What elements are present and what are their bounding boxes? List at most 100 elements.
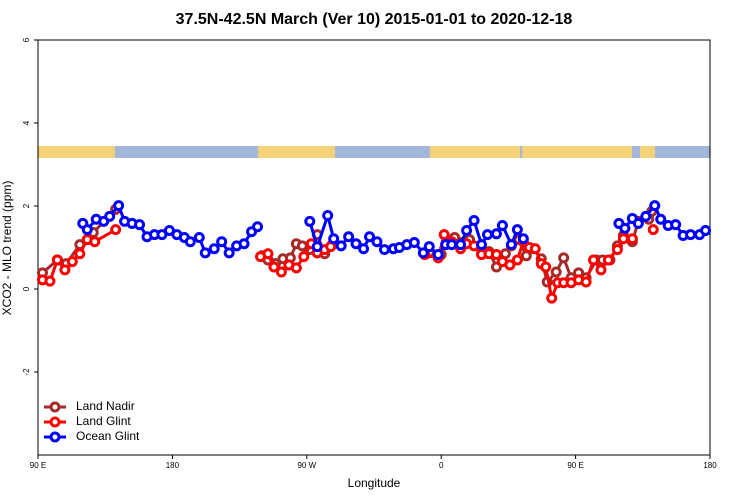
y-tick-label: 4 <box>22 120 31 125</box>
data-point <box>670 219 682 231</box>
data-point <box>580 276 592 288</box>
data-point <box>546 292 558 304</box>
data-point <box>504 259 516 271</box>
data-point <box>59 264 71 276</box>
data-point <box>238 238 250 250</box>
data-point <box>490 228 502 240</box>
data-point <box>550 266 562 278</box>
data-point <box>700 224 712 236</box>
data-point <box>558 252 570 264</box>
data-point <box>490 249 502 261</box>
data-point <box>619 222 631 234</box>
data-point <box>417 247 429 259</box>
data-point <box>655 213 667 225</box>
data-point <box>350 238 362 250</box>
data-point <box>328 233 340 245</box>
data-point <box>223 247 235 259</box>
data-point <box>74 248 86 260</box>
data-point <box>617 233 629 245</box>
data-point <box>113 200 125 212</box>
data-point <box>193 232 205 244</box>
data-point <box>298 251 310 263</box>
data-point <box>134 219 146 231</box>
data-point <box>446 239 458 251</box>
x-tick-label: 90 E <box>567 461 583 470</box>
data-point <box>322 210 334 222</box>
legend-label: Land Glint <box>76 414 131 428</box>
data-point <box>588 254 600 266</box>
map-strip <box>38 146 710 158</box>
data-point <box>184 236 196 248</box>
data-point <box>262 248 274 260</box>
data-point <box>455 239 467 251</box>
data-point <box>432 249 444 261</box>
data-point <box>423 241 435 253</box>
data-point <box>540 261 552 273</box>
y-axis-label: XCO2 - MLO trend (ppm) <box>0 181 14 316</box>
data-point <box>51 254 63 266</box>
x-axis-label: Longitude <box>348 476 401 490</box>
data-point <box>408 237 420 249</box>
data-point <box>290 262 302 274</box>
y-tick-label: 6 <box>22 37 31 42</box>
data-point <box>481 229 493 241</box>
data-point <box>216 236 228 248</box>
chart-title: 37.5N-42.5N March (Ver 10) 2015-01-01 to… <box>176 11 573 28</box>
data-point <box>649 200 661 212</box>
data-point <box>520 250 532 262</box>
data-point <box>81 224 93 236</box>
x-tick-label: 180 <box>166 461 180 470</box>
legend-marker <box>49 416 61 428</box>
data-point <box>529 243 541 255</box>
data-point <box>468 215 480 227</box>
data-point <box>496 220 508 232</box>
data-point <box>343 231 355 243</box>
legend-label: Ocean Glint <box>76 429 140 443</box>
data-point <box>311 241 323 253</box>
data-point <box>511 224 523 236</box>
data-point <box>461 224 473 236</box>
data-point <box>358 243 370 255</box>
y-tick-label: 2 <box>22 203 31 208</box>
x-tick-label: 90 E <box>30 461 46 470</box>
data-point <box>89 236 101 248</box>
data-point <box>44 275 56 287</box>
data-point <box>626 233 638 245</box>
data-point <box>640 210 652 222</box>
y-tick-label: 0 <box>22 286 31 291</box>
data-point <box>335 240 347 252</box>
legend-label: Land Nadir <box>76 399 135 413</box>
data-point <box>364 231 376 243</box>
x-tick-label: 0 <box>439 461 444 470</box>
plot-frame <box>37 39 711 456</box>
data-point <box>602 254 614 266</box>
data-point <box>252 221 264 233</box>
x-tick-label: 90 W <box>297 461 316 470</box>
data-point <box>304 215 316 227</box>
x-tick-label: 180 <box>703 461 717 470</box>
data-point <box>66 256 78 268</box>
data-point <box>476 239 488 251</box>
data-point <box>371 236 383 248</box>
data-point <box>438 229 450 241</box>
data-point <box>611 244 623 256</box>
data-point <box>595 264 607 276</box>
data-point <box>378 244 390 256</box>
data-point <box>268 261 280 273</box>
data-point <box>208 243 220 255</box>
data-point <box>685 229 697 241</box>
data-point <box>110 224 122 236</box>
legend-marker <box>49 431 61 443</box>
data-point <box>517 233 529 245</box>
data-point <box>647 224 659 236</box>
legend-marker <box>49 401 61 413</box>
data-point <box>199 247 211 259</box>
data-point <box>632 217 644 229</box>
data-point <box>511 254 523 266</box>
data-point <box>104 210 116 222</box>
y-tick-label: -2 <box>22 368 31 376</box>
data-point <box>505 239 517 251</box>
